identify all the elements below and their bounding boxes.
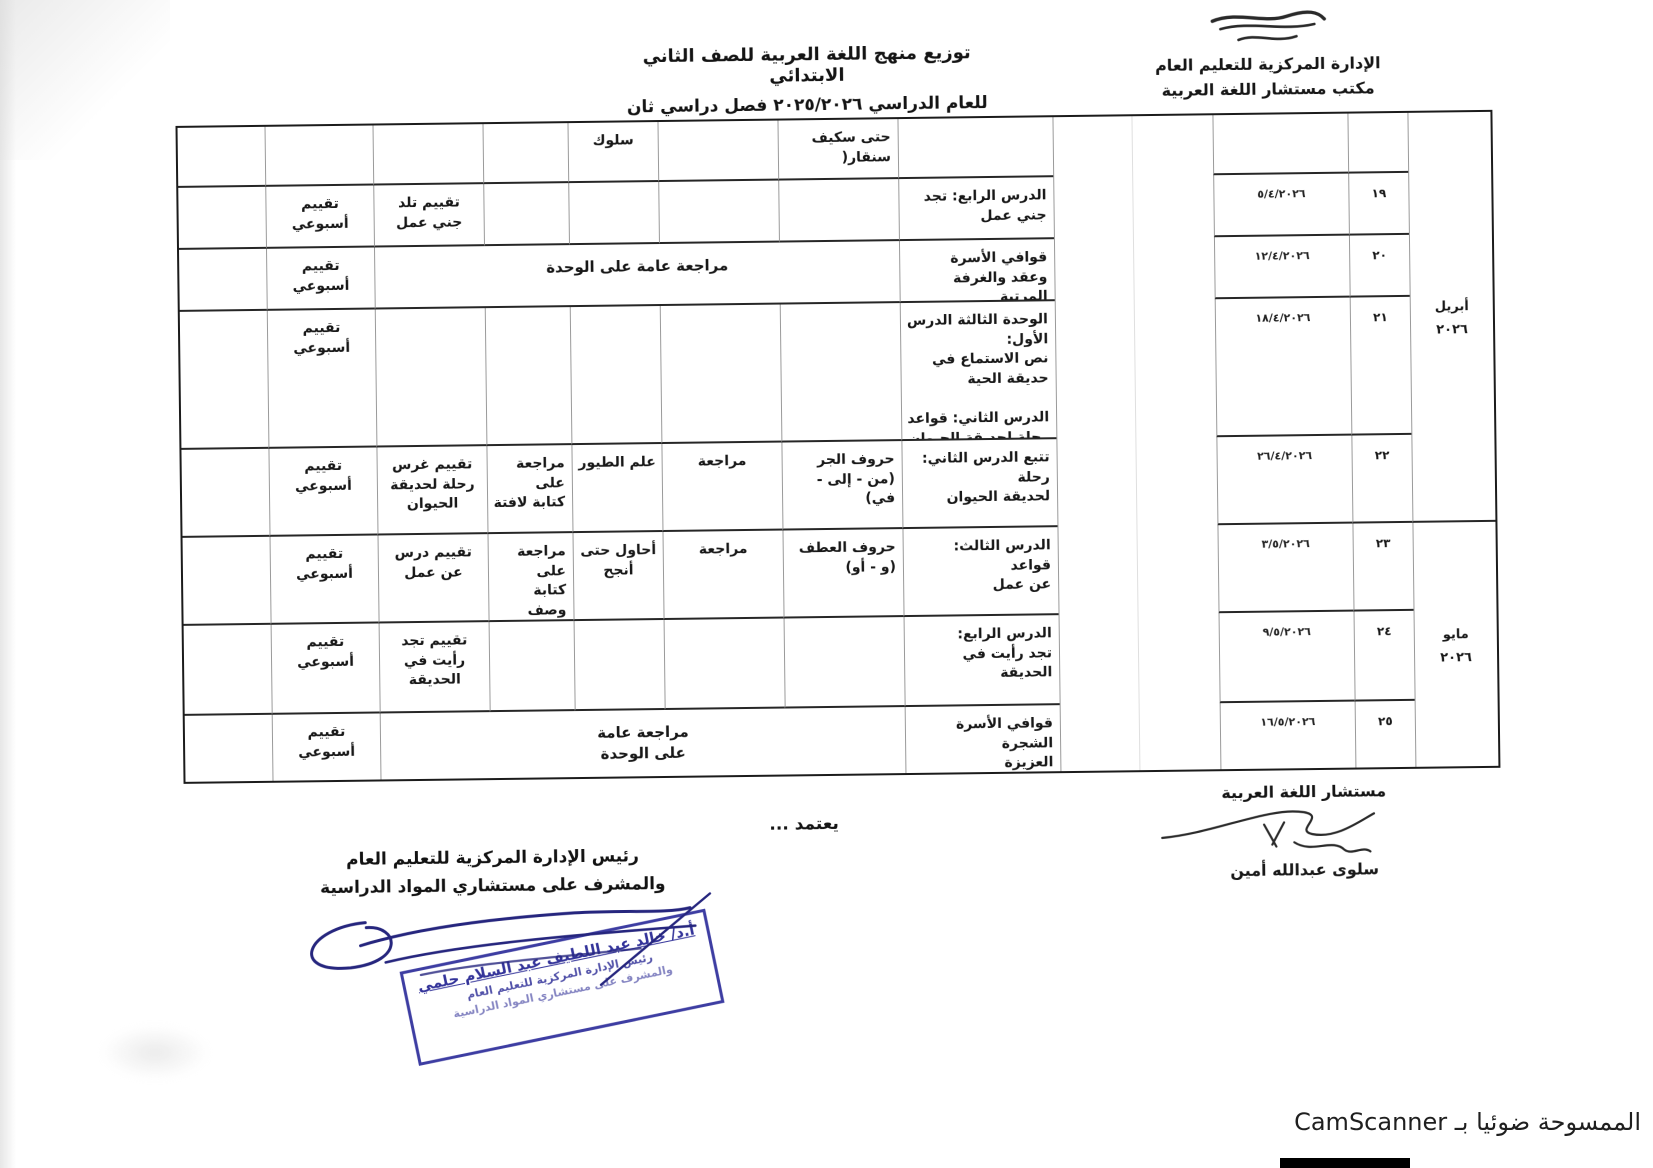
cell-notes-3 [179, 310, 269, 450]
cell-lesson-2: قوافي الأسرة وعقد والغرفة المرتبة [898, 239, 1055, 304]
cell-topic-6 [573, 620, 665, 712]
curriculum-table: أبريل ٢٠٢٦ مايو ٢٠٢٦ حتى سكيف سنقار( سلو… [175, 109, 1501, 784]
header-grammar: حتى سكيف سنقار( [777, 119, 899, 181]
cell-weekly-5: تقييم أسبوعي [269, 535, 379, 625]
cell-week-6: ٢٤ [1353, 610, 1415, 702]
cell-lesson-3: الوحدة الثالثة الدرس الأول: نص الاستماع … [899, 301, 1057, 442]
cell-eval-3 [374, 308, 487, 448]
ministry-line2: مكتب مستشار اللغة العربية [1161, 78, 1375, 100]
cell-week-2: ٢٠ [1348, 234, 1410, 298]
cell-weekly-3: تقييم أسبوعي [266, 309, 377, 449]
cell-review-5: مراجعة [662, 530, 784, 621]
header-date [1212, 113, 1349, 176]
cell-weekly-2: تقييم أسبوعي [266, 247, 375, 311]
cell-review-4: مراجعة [661, 442, 783, 533]
cell-week-1: ١٩ [1348, 172, 1409, 236]
cell-weekly-7: تقييم أسبوعي [271, 713, 381, 781]
cell-notes-5 [182, 536, 271, 626]
ministry-header: الإدارة المركزية للتعليم العام مكتب مستش… [1122, 7, 1413, 104]
title-line1: توزيع منهج اللغة العربية للصف الثاني الا… [642, 42, 971, 87]
header-lesson [897, 117, 1054, 180]
month-cell-may: مايو ٢٠٢٦ [1412, 521, 1499, 767]
cell-notes-6 [183, 624, 272, 716]
cell-date-4: ٢٦/٤/٢٠٢٦ [1216, 435, 1353, 526]
header-notes [177, 126, 266, 188]
cell-week-3: ٢١ [1349, 296, 1412, 436]
cell-grammar-5: حروف العطف (و - أو) [782, 529, 904, 619]
scan-corner-shade [0, 0, 170, 160]
scan-smudge [100, 1025, 210, 1080]
ministry-logo-scribble [1210, 10, 1326, 42]
cell-week-5: ٢٣ [1352, 522, 1414, 612]
cell-writing-1 [483, 183, 569, 247]
cell-week-7: ٢٥ [1354, 700, 1416, 768]
consultant-signature-scribble [1161, 810, 1376, 853]
cell-date-3: ١٨/٤/٢٠٢٦ [1214, 297, 1352, 438]
consultant-name: سلوى عبدالله أمين [1230, 859, 1380, 881]
camscanner-credit: الممسوحة ضوئيا بـ CamScanner [1294, 1108, 1641, 1136]
cell-review-3 [659, 304, 782, 445]
document-title: توزيع منهج اللغة العربية للصف الثاني الا… [607, 42, 1008, 118]
ministry-line1: الإدارة المركزية للتعليم العام [1154, 53, 1381, 75]
cell-eval-6: تقييم تجد رأيت في الحديقة [378, 622, 490, 714]
cell-lesson-7: قوافي الأسرة الشجرة العزيزة [904, 705, 1061, 774]
cell-merged-2: مراجعة عامة على الوحدة [373, 241, 900, 310]
cell-date-7: ١٦/٥/٢٠٢٦ [1219, 701, 1356, 770]
cell-weekly-4: تقييم أسبوعي [268, 447, 378, 537]
cell-weekly-6: تقييم أسبوعي [270, 623, 380, 715]
cell-topic-5: أحاول حتى أنجح [572, 532, 664, 622]
cell-topic-1 [568, 182, 659, 246]
scan-edge-strip [0, 0, 16, 1168]
header-topic: سلوك [567, 122, 659, 184]
cell-lesson-6: الدرس الرابع: تجد رأيت في الحديقة [903, 615, 1060, 708]
cell-notes-7 [185, 715, 273, 782]
header-week [1347, 112, 1409, 174]
cell-notes-2 [179, 248, 267, 312]
cell-eval-5: تقييم درس عن عمل [377, 534, 489, 624]
cell-writing-5: مراجعة على كتابة وصف سلوك [487, 533, 574, 623]
header-weekly [264, 125, 374, 187]
cell-eval-4: تقييم غرس رحلة لحديقة الحيوان [376, 446, 488, 536]
cell-writing-3 [484, 307, 572, 447]
cell-date-1: ٥/٤/٢٠٢٦ [1213, 173, 1349, 238]
cell-review-1 [658, 180, 779, 245]
cell-grammar-3 [779, 303, 902, 443]
cell-lesson-5: الدرس الثالث: قواعد عن عمل [902, 527, 1059, 618]
cell-review-6 [663, 618, 785, 710]
cell-notes-1 [178, 186, 267, 250]
header-writing [482, 123, 569, 185]
cell-topic-4: علم الطيور [571, 444, 663, 534]
cell-grammar-6 [783, 617, 905, 709]
cell-lesson-1: الدرس الرابع: تجد جني عمل [898, 177, 1054, 242]
cell-grammar-1 [778, 179, 899, 243]
title-line2: للعام الدراسي ٢٠٢٥/٢٠٢٦ فصل دراسي ثان [626, 93, 988, 118]
cell-lesson-4: تتبع الدرس الثاني: رحلة لحديقة الحيوان [901, 439, 1058, 530]
cell-writing-6 [488, 621, 575, 713]
cell-date-2: ١٢/٤/٢٠٢٦ [1213, 235, 1350, 300]
month-cell-april: أبريل ٢٠٢٦ [1407, 111, 1496, 523]
empty-column [1052, 115, 1221, 772]
cell-week-4: ٢٢ [1351, 434, 1413, 524]
header-review [657, 120, 779, 183]
camscanner-watermark-bar [1280, 1158, 1410, 1168]
approval-text: يعتمد ... [769, 813, 839, 835]
cell-writing-4: مراجعة على كتابة لافتة [486, 445, 573, 535]
cell-date-6: ٩/٥/٢٠٢٦ [1218, 611, 1355, 704]
cell-grammar-4: حروف الجر (من - إلى - في) [781, 441, 903, 531]
cell-eval-1: تقييم تلد جني عمل [373, 184, 484, 248]
chief-signature-scribble [310, 892, 712, 986]
cell-merged-7: مراجعة عامة على الوحدة [379, 707, 906, 780]
header-eval [372, 124, 484, 186]
cell-topic-3 [569, 306, 662, 446]
cell-weekly-1: تقييم أسبوعي [265, 185, 374, 249]
cell-notes-4 [181, 448, 270, 538]
cell-date-5: ٣/٥/٢٠٢٦ [1217, 523, 1354, 614]
